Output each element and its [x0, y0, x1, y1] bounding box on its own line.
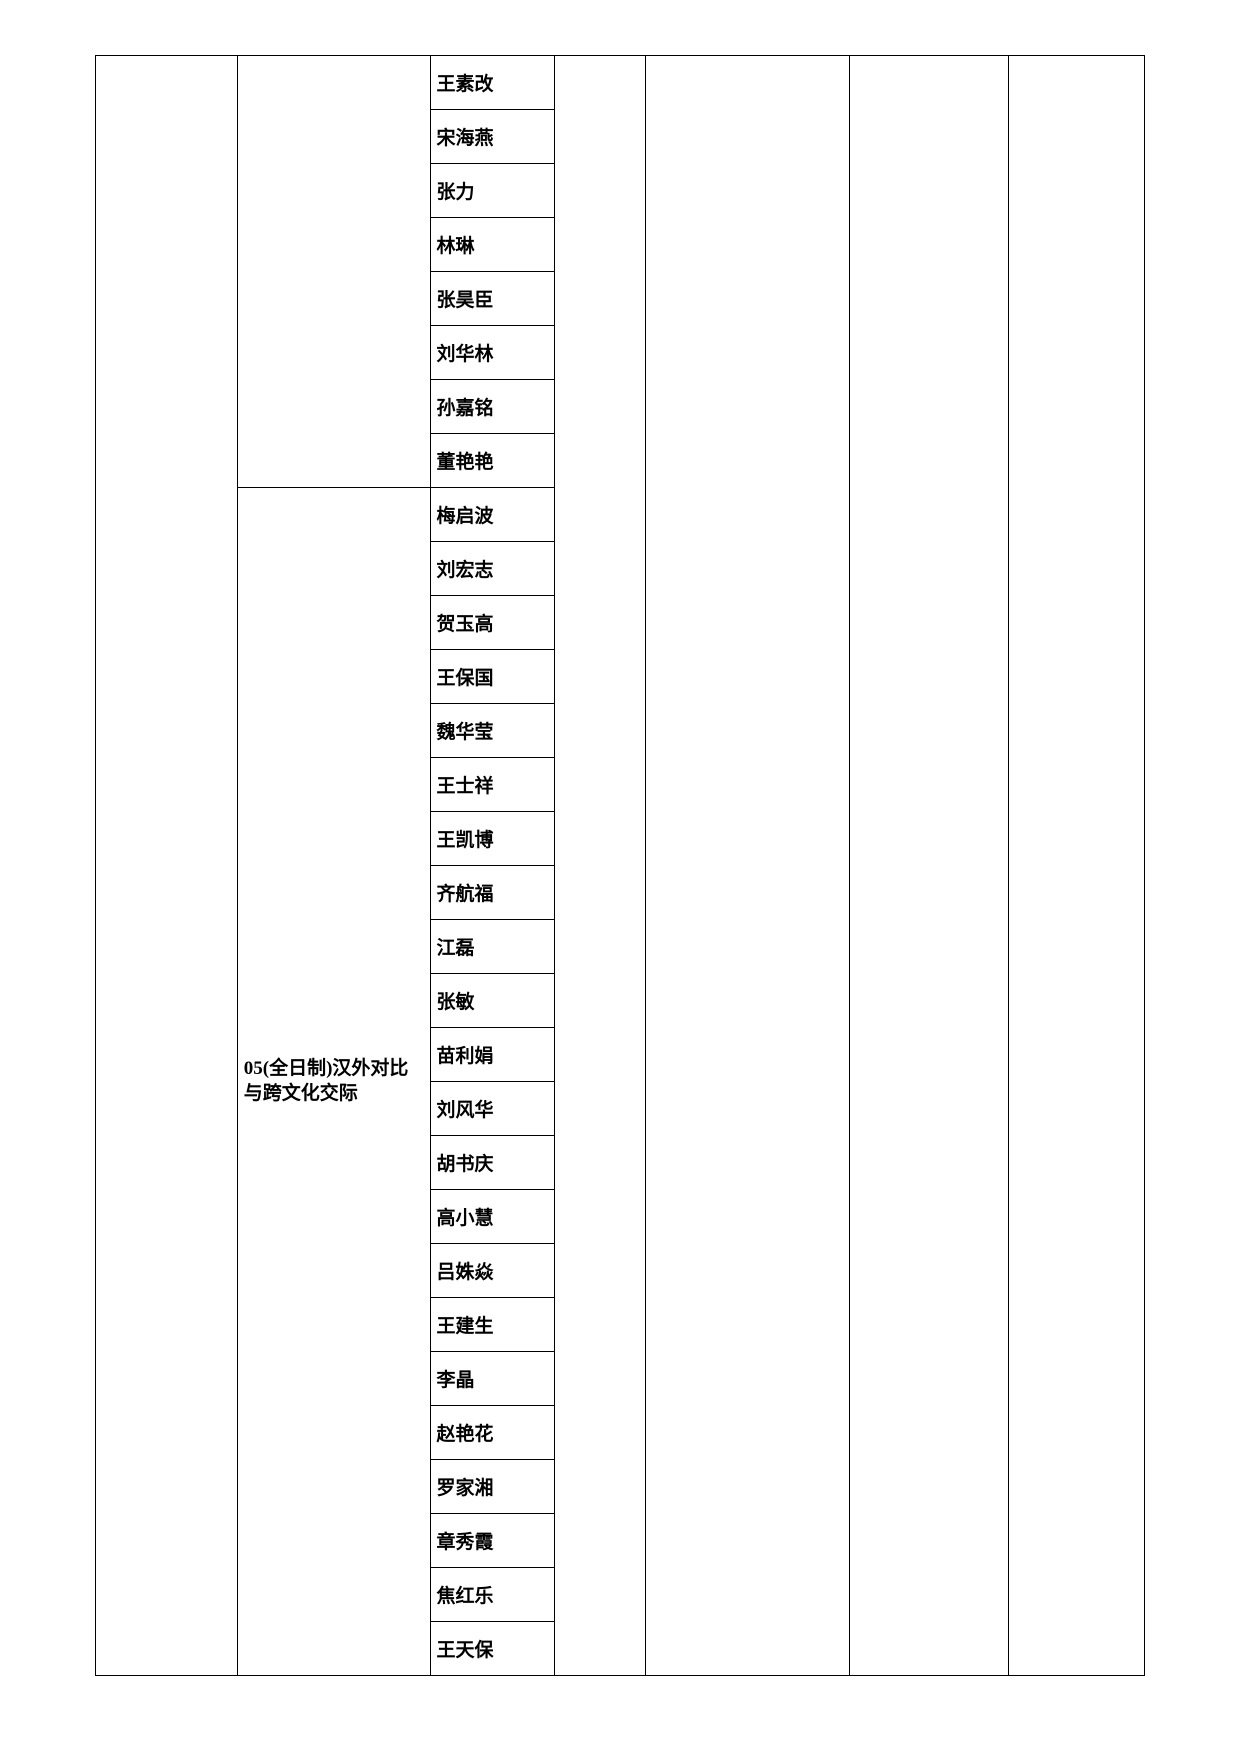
- name-cell: 刘宏志: [430, 542, 555, 596]
- name-cell: 董艳艳: [430, 434, 555, 488]
- name-cell: 贺玉高: [430, 596, 555, 650]
- cell-col5: [645, 56, 849, 1676]
- data-table: 王素改 宋海燕 张力 林琳 张昊臣 刘华林 孙嘉铭 董艳艳 05(全日制)汉外对…: [95, 55, 1145, 1676]
- name-cell: 王天保: [430, 1622, 555, 1676]
- name-cell: 魏华莹: [430, 704, 555, 758]
- name-cell: 吕姝焱: [430, 1244, 555, 1298]
- name-cell: 王素改: [430, 56, 555, 110]
- table-row: 王素改: [96, 56, 1145, 110]
- name-cell: 王士祥: [430, 758, 555, 812]
- name-cell: 王建生: [430, 1298, 555, 1352]
- name-cell: 王保国: [430, 650, 555, 704]
- name-cell: 张昊臣: [430, 272, 555, 326]
- name-cell: 章秀霞: [430, 1514, 555, 1568]
- name-cell: 林琳: [430, 218, 555, 272]
- name-cell: 刘风华: [430, 1082, 555, 1136]
- name-cell: 齐航福: [430, 866, 555, 920]
- name-cell: 李晶: [430, 1352, 555, 1406]
- cell-col2-group2: 05(全日制)汉外对比与跨文化交际: [237, 488, 430, 1676]
- name-cell: 张敏: [430, 974, 555, 1028]
- name-cell: 苗利娟: [430, 1028, 555, 1082]
- name-cell: 刘华林: [430, 326, 555, 380]
- name-cell: 张力: [430, 164, 555, 218]
- name-cell: 宋海燕: [430, 110, 555, 164]
- cell-col1: [96, 56, 238, 1676]
- name-cell: 孙嘉铭: [430, 380, 555, 434]
- name-cell: 江磊: [430, 920, 555, 974]
- cell-col7: [1008, 56, 1144, 1676]
- cell-col6: [850, 56, 1009, 1676]
- cell-col2-group1: [237, 56, 430, 488]
- name-cell: 王凯博: [430, 812, 555, 866]
- name-cell: 赵艳花: [430, 1406, 555, 1460]
- name-cell: 梅启波: [430, 488, 555, 542]
- name-cell: 胡书庆: [430, 1136, 555, 1190]
- cell-col4: [555, 56, 646, 1676]
- name-cell: 高小慧: [430, 1190, 555, 1244]
- name-cell: 焦红乐: [430, 1568, 555, 1622]
- name-cell: 罗家湘: [430, 1460, 555, 1514]
